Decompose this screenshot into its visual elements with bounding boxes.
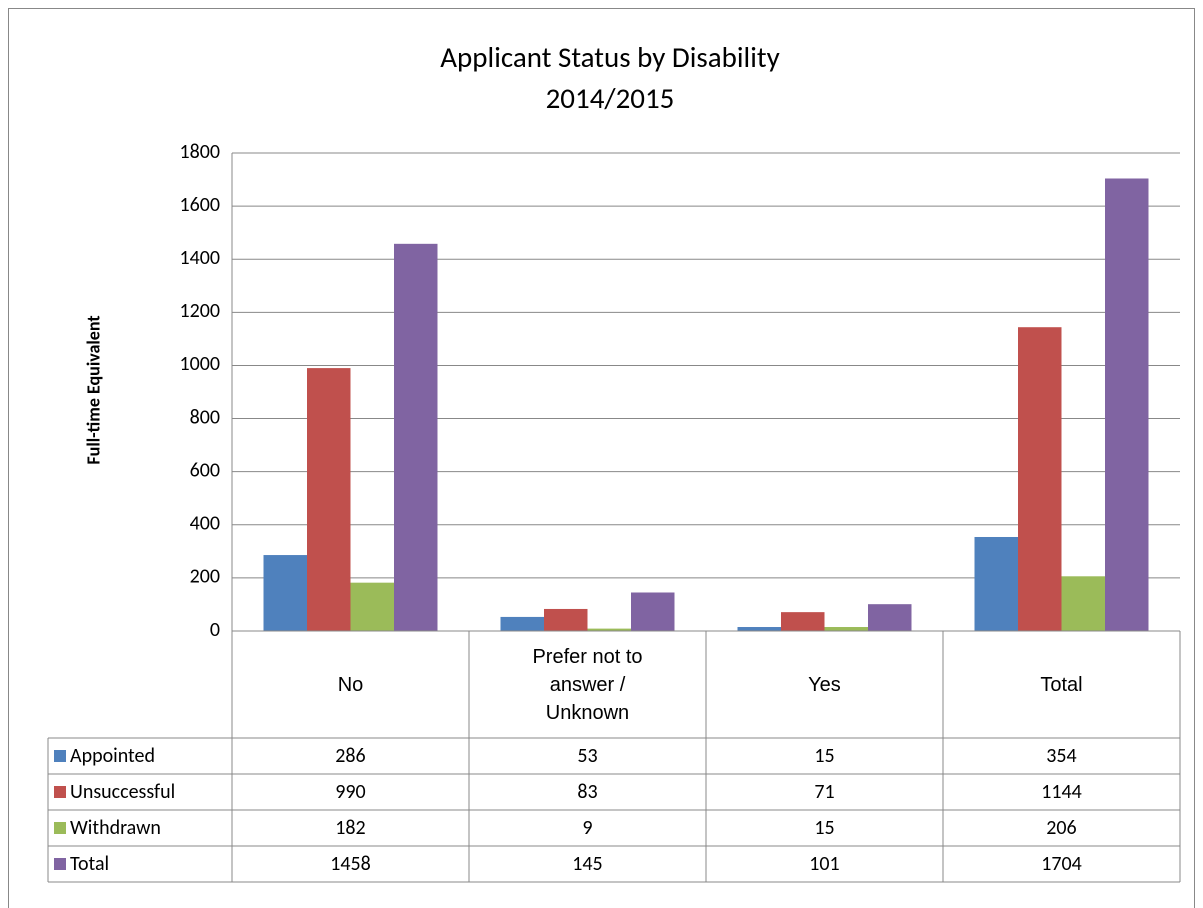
y-tick-label: 1200 — [179, 299, 220, 323]
table-value: 1144 — [1041, 780, 1082, 804]
legend-key — [54, 822, 66, 834]
table-value: 71 — [814, 780, 834, 804]
table-value: 15 — [814, 816, 834, 840]
bar — [350, 582, 394, 631]
x-tick-label: No — [337, 673, 364, 696]
bar — [587, 628, 631, 631]
y-tick-label: 1400 — [179, 246, 220, 270]
table-value: 1704 — [1041, 852, 1082, 876]
legend-key — [54, 750, 66, 762]
y-tick-label: 400 — [190, 512, 220, 536]
bar — [781, 612, 825, 631]
y-tick-label: 800 — [190, 405, 220, 429]
bar — [500, 616, 544, 631]
table-value: 354 — [1046, 744, 1076, 768]
x-category-cell: No — [337, 673, 364, 696]
bar — [824, 627, 868, 631]
y-tick-label: 1000 — [179, 352, 220, 376]
table-value: 206 — [1046, 816, 1076, 840]
x-tick-label: Yes — [808, 673, 841, 696]
bar — [394, 243, 438, 631]
y-axis-label: Full-time Equivalent — [82, 315, 104, 464]
chart-subtitle: 2014/2015 — [546, 80, 675, 116]
legend-label: Unsuccessful — [70, 780, 175, 804]
chart-border — [8, 8, 1195, 908]
table-value: 53 — [577, 744, 597, 768]
bar — [263, 555, 307, 631]
legend-label: Withdrawn — [70, 816, 161, 840]
x-category-cell: Yes — [808, 673, 841, 696]
table-value: 1458 — [330, 852, 371, 876]
bar — [974, 536, 1018, 631]
bar — [307, 368, 351, 631]
bar — [1105, 178, 1149, 631]
x-tick-label: Total — [1040, 673, 1083, 696]
chart-title: Applicant Status by Disability — [440, 39, 779, 75]
table-value: 101 — [809, 852, 839, 876]
bar — [631, 592, 675, 631]
x-category-cell: Total — [1040, 673, 1083, 696]
y-tick-label: 1600 — [179, 193, 220, 217]
bar — [868, 604, 912, 631]
legend-label: Total — [70, 852, 109, 876]
legend-label: Appointed — [70, 744, 155, 768]
y-tick-label: 0 — [210, 618, 220, 642]
x-tick-label: Prefer not to answer / Unknown — [532, 645, 643, 724]
legend-key — [54, 858, 66, 870]
bar — [1018, 327, 1062, 631]
y-tick-label: 1800 — [179, 140, 220, 164]
legend-key — [54, 786, 66, 798]
table-value: 182 — [335, 816, 365, 840]
table-value: 990 — [335, 780, 365, 804]
table-value: 9 — [582, 816, 592, 840]
bar — [1061, 576, 1105, 631]
table-value: 15 — [814, 744, 834, 768]
bar — [544, 608, 588, 631]
table-value: 145 — [572, 852, 602, 876]
table-value: 286 — [335, 744, 365, 768]
x-category-cell: Prefer not to answer / Unknown — [532, 645, 643, 724]
table-value: 83 — [577, 780, 597, 804]
bar — [737, 627, 781, 631]
y-tick-label: 200 — [190, 565, 220, 589]
y-tick-label: 600 — [190, 458, 220, 482]
